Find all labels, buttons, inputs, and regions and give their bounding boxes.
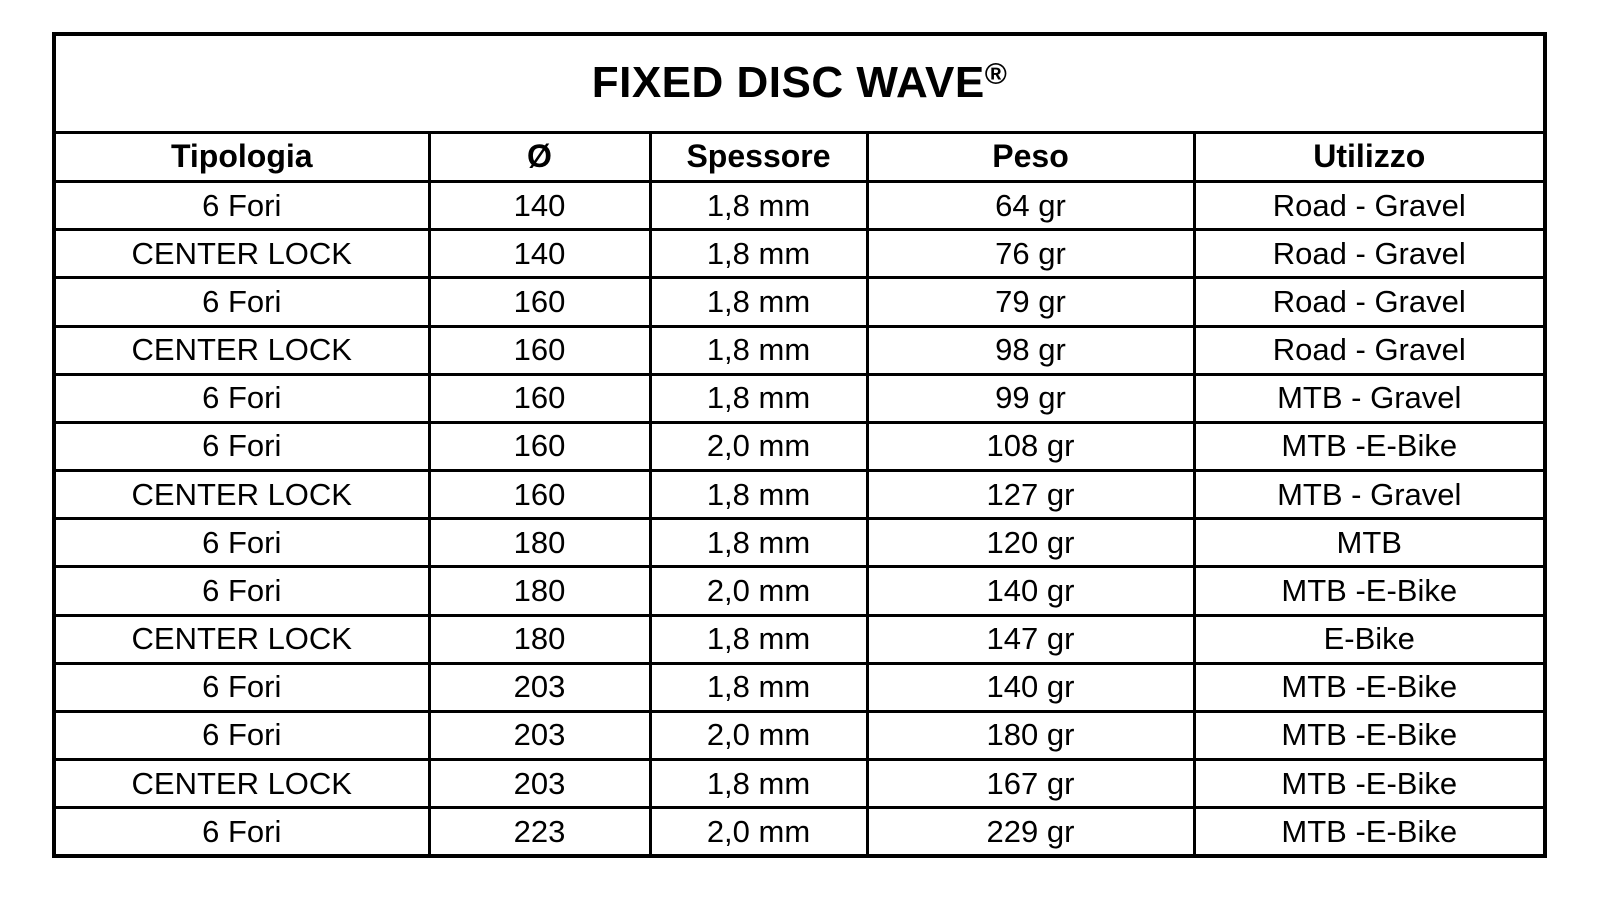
cell-tipologia: CENTER LOCK (52, 613, 431, 665)
cell-tipologia: 6 Fori (52, 372, 431, 424)
cell-peso: 127 gr (865, 469, 1196, 521)
cell-utilizzo: MTB -E-Bike (1192, 709, 1547, 762)
table-row: CENTER LOCK 160 1,8 mm 98 gr Road - Grav… (52, 324, 1547, 376)
cell-spessore: 1,8 mm (648, 613, 869, 665)
column-header-tipologia: Tipologia (52, 130, 431, 184)
cell-utilizzo: Road - Gravel (1192, 276, 1547, 328)
column-header-spessore: Spessore (648, 130, 869, 184)
cell-spessore: 1,8 mm (648, 180, 869, 232)
cell-spessore: 1,8 mm (648, 469, 869, 521)
cell-utilizzo: MTB -E-Bike (1192, 806, 1547, 858)
cell-diametro: 180 (427, 565, 652, 617)
cell-peso: 98 gr (865, 324, 1196, 376)
cell-peso: 140 gr (865, 565, 1196, 617)
table-row: CENTER LOCK 140 1,8 mm 76 gr Road - Grav… (52, 228, 1547, 280)
table-header-row: Tipologia Ø Spessore Peso Utilizzo (52, 130, 1547, 184)
column-header-diametro: Ø (427, 130, 652, 184)
cell-diametro: 160 (427, 276, 652, 328)
cell-tipologia: 6 Fori (52, 517, 431, 569)
column-header-peso: Peso (865, 130, 1196, 184)
cell-spessore: 1,8 mm (648, 758, 869, 810)
table-row: 6 Fori 160 1,8 mm 79 gr Road - Gravel (52, 276, 1547, 328)
cell-utilizzo: Road - Gravel (1192, 228, 1547, 280)
cell-diametro: 203 (427, 758, 652, 810)
cell-spessore: 1,8 mm (648, 324, 869, 376)
cell-spessore: 1,8 mm (648, 372, 869, 424)
cell-tipologia: 6 Fori (52, 276, 431, 328)
table-row: 6 Fori 180 2,0 mm 140 gr MTB -E-Bike (52, 565, 1547, 617)
title-text: FIXED DISC WAVE (591, 58, 985, 108)
cell-utilizzo: MTB -E-Bike (1192, 420, 1547, 473)
table-row: 6 Fori 140 1,8 mm 64 gr Road - Gravel (52, 180, 1547, 232)
cell-diametro: 140 (427, 180, 652, 232)
cell-tipologia: 6 Fori (52, 565, 431, 617)
page-title: FIXED DISC WAVE® (52, 32, 1547, 134)
cell-spessore: 1,8 mm (648, 228, 869, 280)
cell-peso: 64 gr (865, 180, 1196, 232)
cell-utilizzo: MTB - Gravel (1192, 469, 1547, 521)
table-title-row: FIXED DISC WAVE® (52, 32, 1547, 134)
cell-spessore: 1,8 mm (648, 517, 869, 569)
cell-spessore: 2,0 mm (648, 806, 869, 858)
cell-tipologia: 6 Fori (52, 661, 431, 713)
cell-tipologia: 6 Fori (52, 180, 431, 232)
cell-peso: 99 gr (865, 372, 1196, 424)
table-row: 6 Fori 203 2,0 mm 180 gr MTB -E-Bike (52, 709, 1547, 762)
cell-peso: 108 gr (865, 420, 1196, 473)
table-row: 6 Fori 160 1,8 mm 99 gr MTB - Gravel (52, 372, 1547, 424)
cell-diametro: 223 (427, 806, 652, 858)
cell-diametro: 180 (427, 517, 652, 569)
table-row: CENTER LOCK 180 1,8 mm 147 gr E-Bike (52, 613, 1547, 665)
table-row: CENTER LOCK 160 1,8 mm 127 gr MTB - Grav… (52, 469, 1547, 521)
cell-tipologia: CENTER LOCK (52, 228, 431, 280)
cell-spessore: 2,0 mm (648, 709, 869, 762)
cell-utilizzo: MTB (1192, 517, 1547, 569)
cell-tipologia: 6 Fori (52, 709, 431, 762)
cell-peso: 140 gr (865, 661, 1196, 713)
spec-table: FIXED DISC WAVE® Tipologia Ø Spessore Pe… (52, 32, 1548, 858)
cell-utilizzo: MTB - Gravel (1192, 372, 1547, 424)
table-row: 6 Fori 160 2,0 mm 108 gr MTB -E-Bike (52, 420, 1547, 473)
cell-diametro: 180 (427, 613, 652, 665)
cell-diametro: 160 (427, 469, 652, 521)
registered-trademark-symbol: ® (984, 58, 1008, 92)
cell-utilizzo: Road - Gravel (1192, 180, 1547, 232)
cell-spessore: 2,0 mm (648, 565, 869, 617)
cell-tipologia: CENTER LOCK (52, 758, 431, 810)
cell-peso: 167 gr (865, 758, 1196, 810)
cell-tipologia: 6 Fori (52, 806, 431, 858)
cell-peso: 229 gr (865, 806, 1196, 858)
cell-tipologia: CENTER LOCK (52, 469, 431, 521)
cell-peso: 120 gr (865, 517, 1196, 569)
cell-peso: 147 gr (865, 613, 1196, 665)
table-row: 6 Fori 180 1,8 mm 120 gr MTB (52, 517, 1547, 569)
cell-diametro: 203 (427, 709, 652, 762)
cell-tipologia: CENTER LOCK (52, 324, 431, 376)
cell-diametro: 203 (427, 661, 652, 713)
cell-peso: 79 gr (865, 276, 1196, 328)
cell-diametro: 160 (427, 420, 652, 473)
cell-utilizzo: E-Bike (1192, 613, 1547, 665)
cell-utilizzo: MTB -E-Bike (1192, 565, 1547, 617)
cell-utilizzo: MTB -E-Bike (1192, 661, 1547, 713)
cell-tipologia: 6 Fori (52, 420, 431, 473)
table-row: 6 Fori 203 1,8 mm 140 gr MTB -E-Bike (52, 661, 1547, 713)
cell-diametro: 160 (427, 324, 652, 376)
table-row: 6 Fori 223 2,0 mm 229 gr MTB -E-Bike (52, 806, 1547, 858)
cell-utilizzo: MTB -E-Bike (1192, 758, 1547, 810)
table-row: CENTER LOCK 203 1,8 mm 167 gr MTB -E-Bik… (52, 758, 1547, 810)
cell-utilizzo: Road - Gravel (1192, 324, 1547, 376)
cell-diametro: 160 (427, 372, 652, 424)
cell-spessore: 2,0 mm (648, 420, 869, 473)
column-header-utilizzo: Utilizzo (1192, 130, 1547, 184)
cell-spessore: 1,8 mm (648, 661, 869, 713)
cell-diametro: 140 (427, 228, 652, 280)
cell-peso: 180 gr (865, 709, 1196, 762)
cell-spessore: 1,8 mm (648, 276, 869, 328)
cell-peso: 76 gr (865, 228, 1196, 280)
